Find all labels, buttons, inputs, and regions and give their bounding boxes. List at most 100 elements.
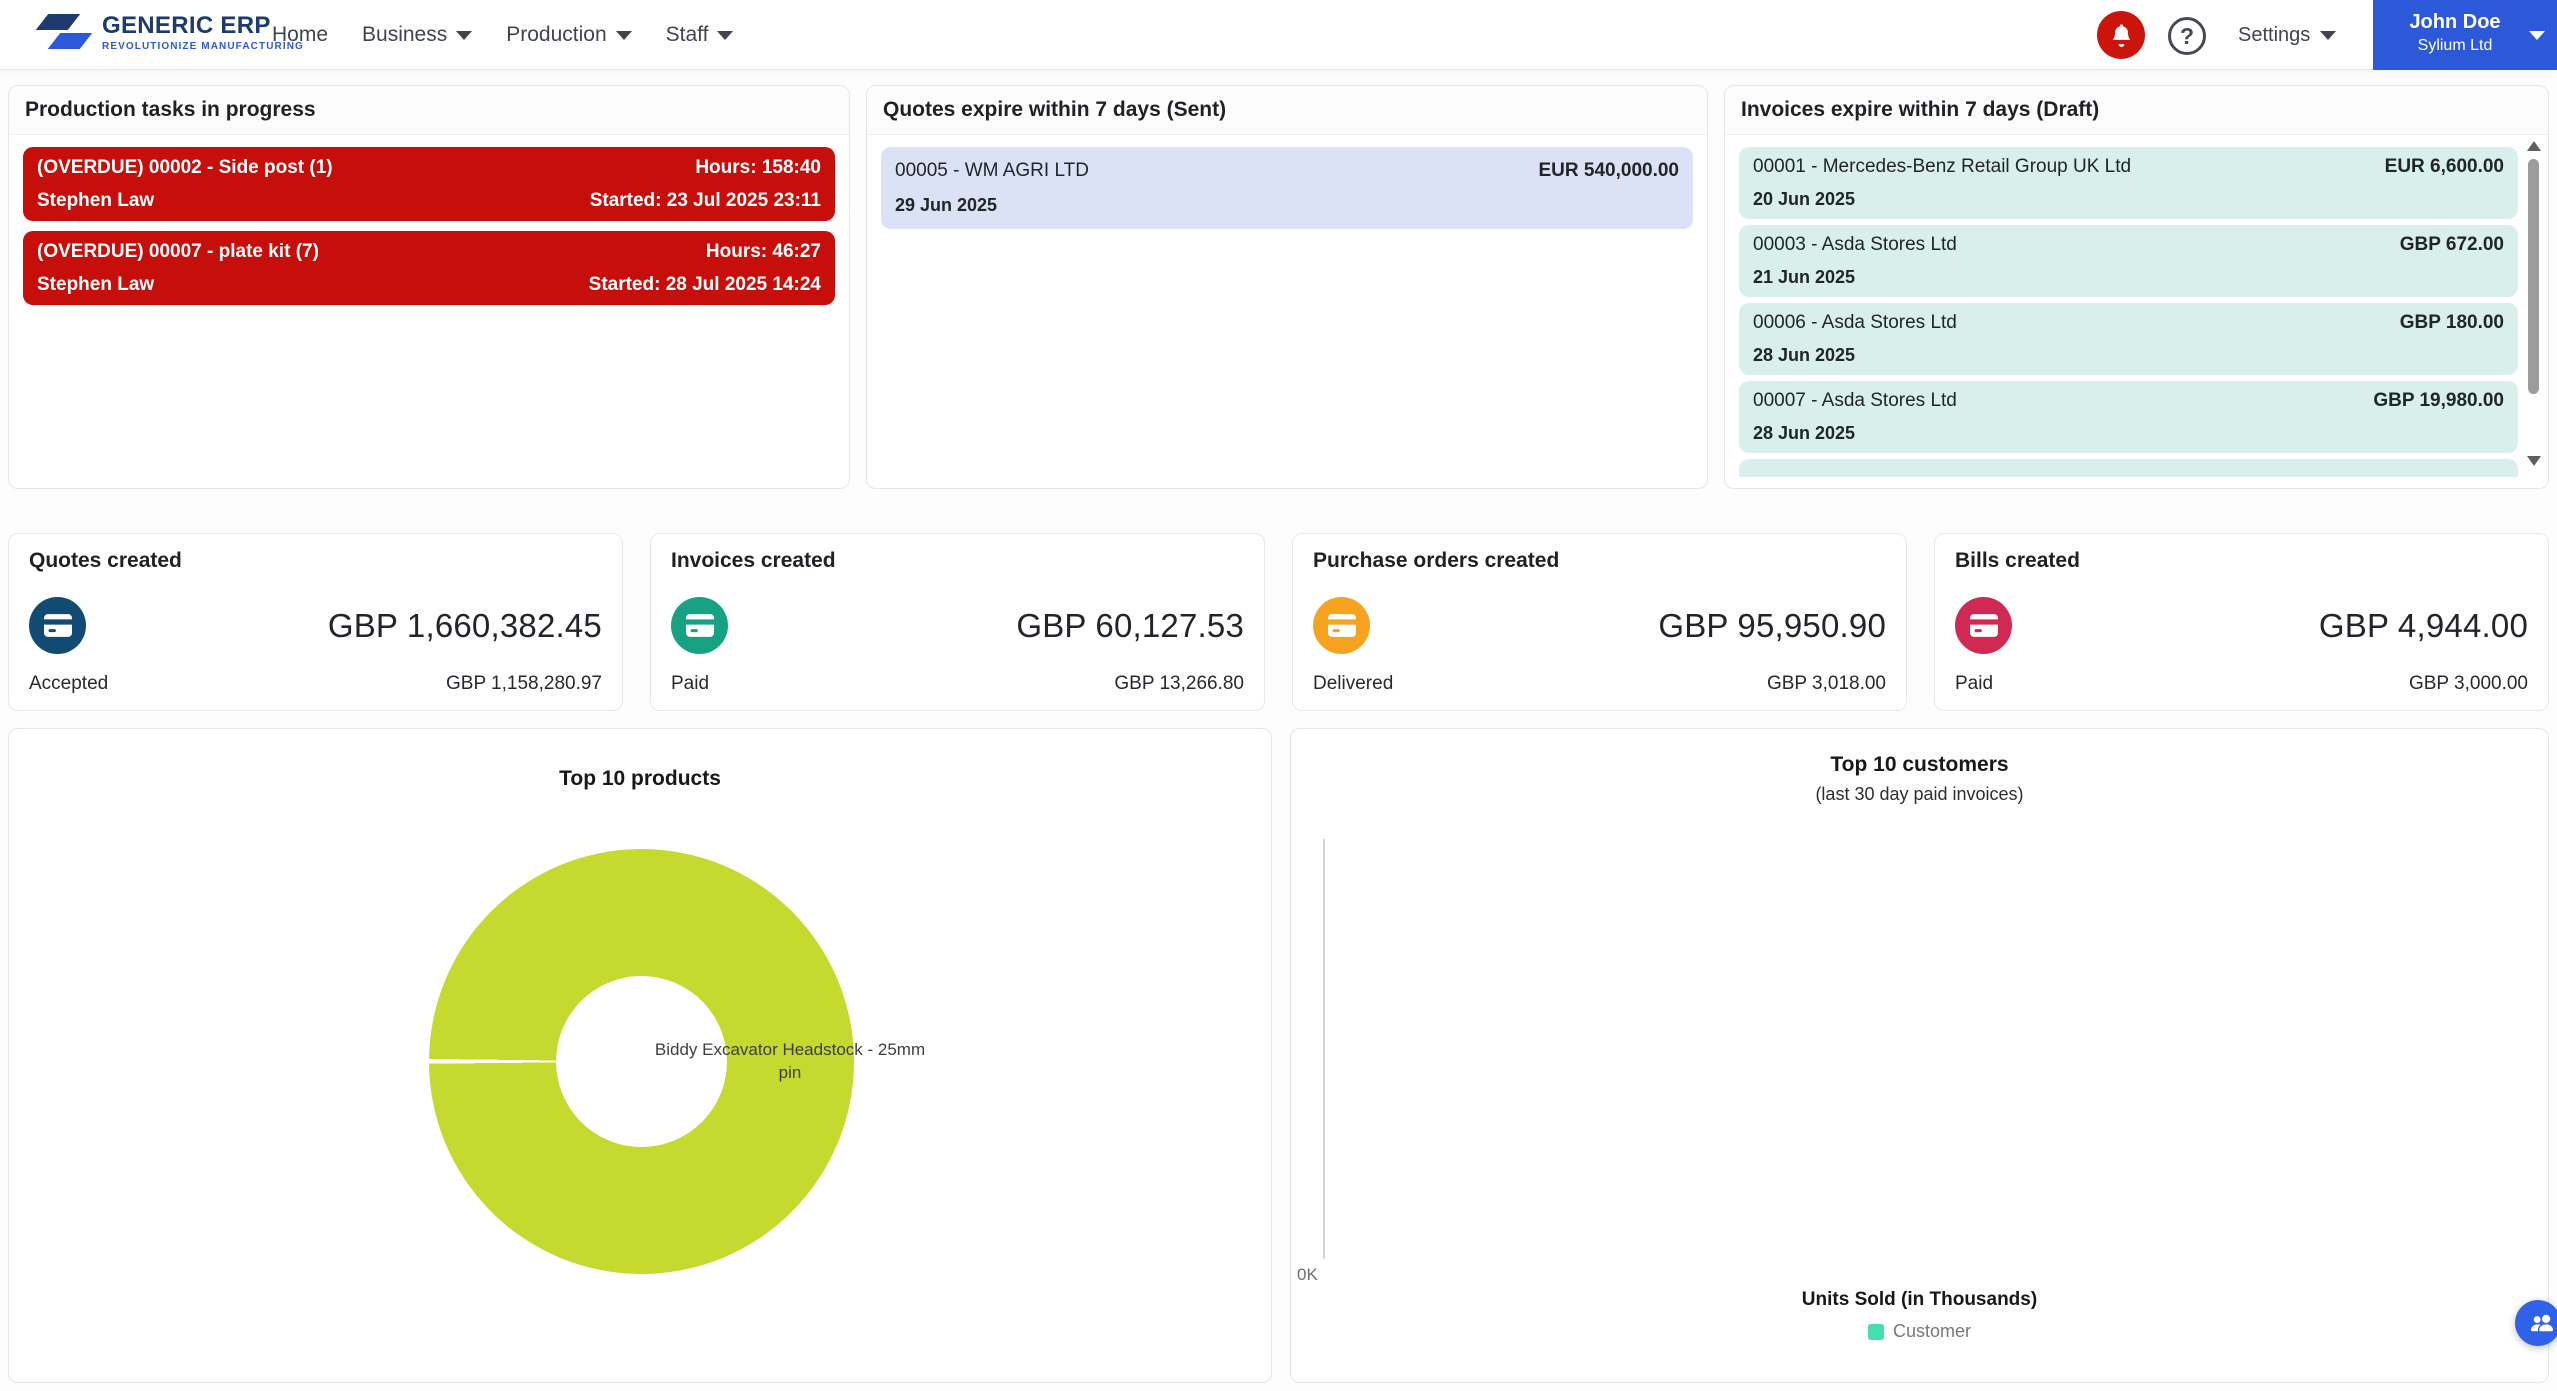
stat-status-label: Delivered (1313, 673, 1394, 694)
invoice-amount: GBP 19,980.00 (2373, 390, 2504, 411)
nav-item-staff[interactable]: Staff (666, 23, 734, 47)
notifications-button[interactable] (2097, 11, 2145, 59)
invoice-amount: GBP 672.00 (2399, 234, 2504, 255)
stat-card-purchase-orders-created: Purchase orders created GBP 95,950.90 De… (1292, 533, 1907, 711)
nav-item-home-label: Home (272, 23, 329, 46)
chevron-down-icon (2320, 30, 2337, 40)
stat-status-label: Paid (671, 673, 710, 694)
brand-logo[interactable]: GENERIC ERP REVOLUTIONIZE MANUFACTURING (34, 9, 304, 55)
chart-title: Top 10 products (559, 767, 721, 790)
quote-amount: EUR 540,000.00 (1538, 160, 1680, 181)
invoice-title: 00003 - Asda Stores Ltd (1753, 234, 1957, 255)
credit-card-icon (29, 597, 86, 654)
invoice-date: 28 Jun 2025 (1753, 345, 1856, 365)
panel-title: Quotes expire within 7 days (Sent) (867, 86, 1707, 135)
stat-status-value: GBP 1,158,280.97 (446, 673, 602, 694)
y-axis-tick-0k: 0K (1297, 1265, 1318, 1284)
invoice-card[interactable]: 00006 - Asda Stores Ltd GBP 180.00 28 Ju… (1739, 303, 2518, 375)
task-title: (OVERDUE) 00002 - Side post (1) (37, 157, 333, 178)
invoice-amount: GBP 180.00 (2399, 312, 2504, 333)
stat-status-value: GBP 13,266.80 (1114, 673, 1244, 694)
invoice-card[interactable]: 00001 - Mercedes-Benz Retail Group UK Lt… (1739, 147, 2518, 219)
people-icon (2531, 1312, 2553, 1334)
chevron-down-icon (456, 30, 473, 40)
invoice-title: 00007 - Asda Stores Ltd (1753, 390, 1957, 411)
main-nav: Home Business Production Staff (272, 0, 734, 70)
scrollbar-thumb[interactable] (2528, 159, 2539, 394)
credit-card-icon (671, 597, 728, 654)
donut-chart[interactable] (429, 849, 854, 1274)
settings-label: Settings (2238, 23, 2311, 46)
stat-total-value: GBP 95,950.90 (1658, 606, 1886, 644)
legend-label: Customer (1892, 1321, 1972, 1341)
invoice-card[interactable]: 00003 - Asda Stores Ltd GBP 672.00 21 Ju… (1739, 225, 2518, 297)
scrollbar-down-arrow[interactable] (2527, 456, 2541, 466)
stat-total-value: GBP 4,944.00 (2318, 606, 2528, 644)
nav-item-production-label: Production (506, 23, 607, 46)
invoice-amount: EUR 6,600.00 (2384, 156, 2504, 177)
nav-item-home[interactable]: Home (272, 23, 328, 47)
credit-card-icon (1955, 597, 2012, 654)
user-company: Sylium Ltd (2417, 37, 2493, 54)
task-title: (OVERDUE) 00007 - plate kit (7) (37, 241, 319, 262)
kpi-cards-row: Quotes created GBP 1,660,382.45 Accepted… (8, 533, 2549, 711)
quotes-list: 00005 - WM AGRI LTD EUR 540,000.00 29 Ju… (867, 135, 1707, 241)
customers-fab-button[interactable] (2515, 1300, 2557, 1346)
stat-status-label: Accepted (29, 673, 109, 694)
stat-status-value: GBP 3,018.00 (1766, 673, 1886, 694)
panel-quotes-expiring: Quotes expire within 7 days (Sent) 00005… (866, 85, 1708, 489)
stat-title: Quotes created (29, 549, 182, 572)
invoice-date: 20 Jun 2025 (1753, 189, 1856, 209)
panel-invoices-expiring: Invoices expire within 7 days (Draft) 00… (1724, 85, 2549, 489)
chevron-down-icon (717, 30, 734, 40)
user-menu[interactable]: John Doe Sylium Ltd (2373, 0, 2557, 70)
task-card[interactable]: (OVERDUE) 00002 - Side post (1) Hours: 1… (23, 147, 835, 221)
stat-card-bills-created: Bills created GBP 4,944.00 Paid GBP 3,00… (1934, 533, 2549, 711)
panel-title: Invoices expire within 7 days (Draft) (1725, 86, 2548, 135)
quote-card[interactable]: 00005 - WM AGRI LTD EUR 540,000.00 29 Ju… (881, 147, 1693, 229)
stat-total-value: GBP 60,127.53 (1016, 606, 1244, 644)
x-axis-title: Units Sold (in Thousands) (1801, 1289, 2038, 1310)
nav-item-staff-label: Staff (665, 23, 709, 46)
nav-item-business[interactable]: Business (362, 23, 473, 47)
task-assignee: Stephen Law (37, 190, 155, 211)
task-assignee: Stephen Law (37, 274, 155, 295)
credit-card-icon (1313, 597, 1370, 654)
donut-slice-label: Biddy Excavator Headstock - 25mm pin (654, 1040, 926, 1082)
user-name: John Doe (2409, 11, 2501, 33)
chart-top-customers: Top 10 customers (last 30 day paid invoi… (1290, 728, 2549, 1383)
y-axis-line (1323, 839, 1325, 1259)
logo-shape-dark (35, 14, 81, 30)
stat-title: Bills created (1955, 549, 2080, 572)
invoice-card[interactable]: 00007 - Asda Stores Ltd GBP 19,980.00 28… (1739, 381, 2518, 453)
legend-swatch (1867, 1323, 1884, 1340)
invoice-list-scrollbar (2526, 141, 2542, 466)
stat-title: Purchase orders created (1313, 549, 1560, 572)
chart-legend: Customer (1291, 1321, 2548, 1342)
task-card[interactable]: (OVERDUE) 00007 - plate kit (7) Hours: 4… (23, 231, 835, 305)
brand-tagline: REVOLUTIONIZE MANUFACTURING (102, 40, 304, 52)
production-tasks-list: (OVERDUE) 00002 - Side post (1) Hours: 1… (9, 135, 849, 327)
task-hours: Hours: 158:40 (695, 157, 821, 178)
question-icon: ? (2179, 22, 2195, 49)
help-button[interactable]: ? (2168, 17, 2206, 55)
panel-title: Production tasks in progress (9, 86, 849, 135)
settings-menu[interactable]: Settings (2238, 0, 2337, 70)
brand-text: GENERIC ERP REVOLUTIONIZE MANUFACTURING (102, 12, 304, 52)
chevron-down-icon (615, 30, 632, 40)
stat-card-quotes-created: Quotes created GBP 1,660,382.45 Accepted… (8, 533, 623, 711)
brand-logo-icon (34, 9, 93, 55)
invoice-card-partial[interactable] (1739, 459, 2518, 477)
stat-status-value: GBP 3,000.00 (2408, 673, 2528, 694)
stat-title: Invoices created (671, 549, 836, 572)
navbar: GENERIC ERP REVOLUTIONIZE MANUFACTURING … (0, 0, 2557, 70)
task-started: Started: 23 Jul 2025 23:11 (589, 190, 821, 211)
invoice-date: 28 Jun 2025 (1753, 423, 1856, 443)
chart-subtitle: (last 30 day paid invoices) (1815, 784, 2024, 804)
quote-date: 29 Jun 2025 (895, 195, 998, 215)
panel-production-tasks: Production tasks in progress (OVERDUE) 0… (8, 85, 850, 489)
scrollbar-up-arrow[interactable] (2527, 141, 2541, 151)
chevron-down-icon (2529, 31, 2545, 40)
nav-item-production[interactable]: Production (506, 23, 632, 47)
